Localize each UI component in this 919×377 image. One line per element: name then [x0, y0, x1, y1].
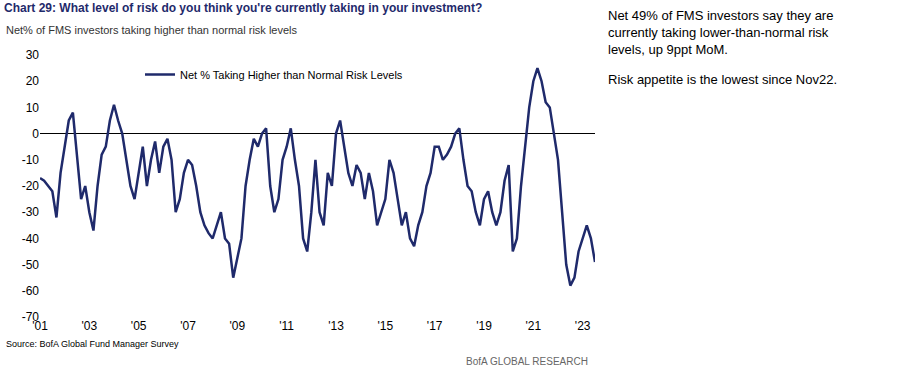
- svg-text:'05: '05: [131, 319, 147, 333]
- svg-text:-10: -10: [22, 153, 40, 167]
- svg-text:-60: -60: [22, 284, 40, 298]
- svg-text:'07: '07: [180, 319, 196, 333]
- svg-text:10: 10: [26, 101, 40, 115]
- svg-text:20: 20: [26, 74, 40, 88]
- svg-text:Net 49% of FMS investors say t: Net 49% of FMS investors say they arecur…: [608, 8, 833, 57]
- svg-text:'03: '03: [82, 319, 98, 333]
- svg-text:-50: -50: [22, 258, 40, 272]
- svg-text:-40: -40: [22, 232, 40, 246]
- svg-text:-20: -20: [22, 179, 40, 193]
- svg-text:Risk appetite is the lowest si: Risk appetite is the lowest since Nov22.: [608, 72, 837, 87]
- svg-text:'11: '11: [279, 319, 294, 333]
- svg-text:'01: '01: [32, 319, 48, 333]
- svg-text:'09: '09: [230, 319, 246, 333]
- svg-text:BofA GLOBAL RESEARCH: BofA GLOBAL RESEARCH: [466, 356, 588, 367]
- svg-text:'17: '17: [427, 319, 443, 333]
- svg-text:Net% of FMS investors taking h: Net% of FMS investors taking higher than…: [6, 24, 298, 36]
- svg-text:'19: '19: [476, 319, 492, 333]
- svg-text:'23: '23: [575, 319, 591, 333]
- svg-text:'21: '21: [526, 319, 542, 333]
- svg-text:-30: -30: [22, 205, 40, 219]
- svg-text:'13: '13: [328, 319, 344, 333]
- svg-text:Source: BofA Global Fund Manag: Source: BofA Global Fund Manager Survey: [6, 339, 179, 349]
- svg-text:-70: -70: [22, 310, 40, 324]
- svg-text:0: 0: [32, 127, 39, 141]
- svg-text:30: 30: [26, 48, 40, 62]
- svg-text:'15: '15: [378, 319, 394, 333]
- svg-text:Chart 29: What level of risk d: Chart 29: What level of risk do you thin…: [4, 1, 482, 15]
- svg-text:Net % Taking Higher than Norma: Net % Taking Higher than Normal Risk Lev…: [180, 69, 403, 81]
